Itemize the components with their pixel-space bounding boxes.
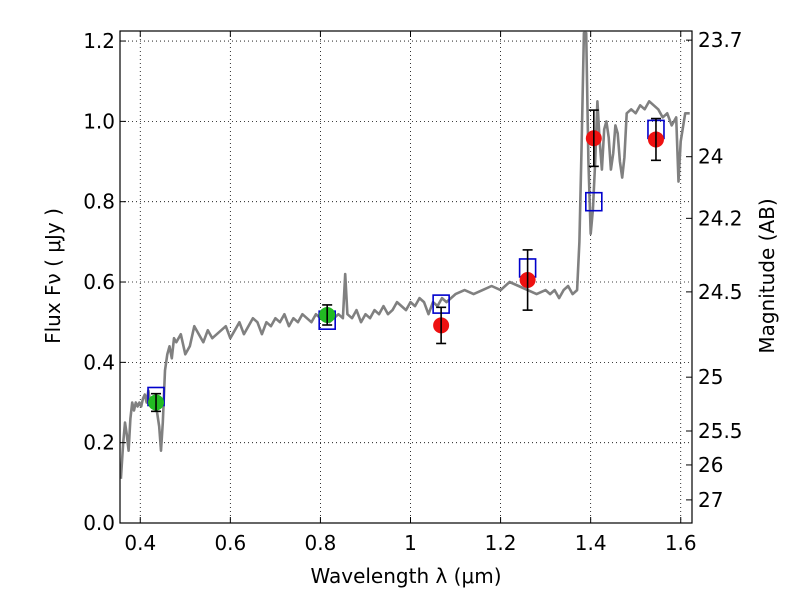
y-tick-label: 1.0 (83, 109, 115, 133)
y-tick-label: 0.6 (83, 270, 115, 294)
spectrum-line (120, 31, 690, 479)
right-tick-label: 25.5 (698, 419, 743, 443)
x-tick-label: 0.4 (124, 531, 156, 555)
y-tick-label: 0.8 (83, 190, 115, 214)
x-tick-label: 1.2 (485, 531, 517, 555)
grid (120, 31, 692, 524)
right-tick-label: 24.2 (698, 206, 743, 230)
right-tick-label: 27 (698, 488, 723, 512)
right-tick-label: 24.5 (698, 280, 743, 304)
right-tick-label: 24 (698, 145, 723, 169)
right-tick-label: 23.7 (698, 28, 743, 52)
observed-photometry (148, 109, 664, 413)
x-tick-label: 0.8 (305, 531, 337, 555)
model-photometry (147, 119, 665, 407)
axis-ticks: 0.4 0.6 0.8 1 1.2 1.4 1.6 0.0 0.2 0.4 0.6 0.8 1.0 1.2… (83, 28, 742, 555)
x-tick-label: 1.4 (575, 531, 607, 555)
plot-frame (119, 30, 693, 524)
y-tick-label: 0.4 (83, 350, 115, 374)
model-flux-box (585, 191, 603, 212)
x-tick-label: 1.6 (665, 531, 697, 555)
y-tick-label: 0.0 (83, 511, 115, 535)
right-tick-label: 25 (698, 365, 723, 389)
x-tick-label: 0.6 (214, 531, 246, 555)
y-axis-label: Flux Fν ( μJy ) (41, 208, 65, 344)
model-spectrum (120, 31, 690, 479)
x-tick-label: 1 (404, 531, 417, 555)
x-axis-label: Wavelength λ (μm) (310, 564, 501, 588)
y-tick-label: 1.2 (83, 29, 115, 53)
y-tick-label: 0.2 (83, 431, 115, 455)
right-axis-label: Magnitude (AB) (755, 198, 779, 353)
right-tick-label: 26 (698, 453, 723, 477)
